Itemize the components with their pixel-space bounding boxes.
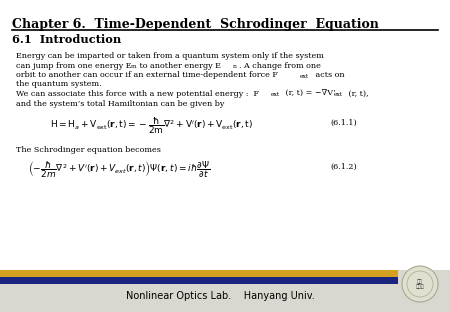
Text: (r, t) = −∇V’: (r, t) = −∇V’: [283, 90, 336, 98]
Text: $\mathrm{H = H_{\mathit{a}} + V_{ext}(\mathbf{r},t) = -\dfrac{\hbar}{2m}\nabla^2: $\mathrm{H = H_{\mathit{a}} + V_{ext}(\m…: [50, 115, 253, 136]
Text: n: n: [233, 64, 237, 69]
Text: orbit to another can occur if an external time-dependent force F: orbit to another can occur if an externa…: [16, 71, 278, 79]
Text: We can associate this force with a new potential energy :  F: We can associate this force with a new p…: [16, 90, 259, 98]
Bar: [0, 0, 450, 270]
Text: (6.1.1): (6.1.1): [330, 119, 357, 126]
Text: m: m: [131, 64, 137, 69]
Bar: [0, 270, 398, 277]
Text: The Schrodinger equation becomes: The Schrodinger equation becomes: [16, 145, 161, 154]
Text: . A change from one: . A change from one: [239, 61, 321, 70]
Text: $\left(-\dfrac{\hbar}{2m}\nabla^2 + V^{\prime}(\mathbf{r}) + V_{ext}(\mathbf{r},: $\left(-\dfrac{\hbar}{2m}\nabla^2 + V^{\…: [28, 159, 210, 180]
Text: and the system’s total Hamiltonian can be given by: and the system’s total Hamiltonian can b…: [16, 100, 225, 108]
Bar: [0, 270, 450, 312]
Circle shape: [402, 266, 438, 302]
Text: ext: ext: [300, 74, 309, 79]
Text: 한양
대학교: 한양 대학교: [416, 279, 424, 290]
Text: the quantum system.: the quantum system.: [16, 80, 102, 89]
Text: (r, t),: (r, t),: [346, 90, 369, 98]
Bar: [0, 277, 398, 284]
Text: Nonlinear Optics Lab.    Hanyang Univ.: Nonlinear Optics Lab. Hanyang Univ.: [126, 291, 315, 301]
Text: ext: ext: [271, 92, 280, 97]
Text: 6.1  Introduction: 6.1 Introduction: [12, 34, 121, 45]
Text: can jump from one energy E: can jump from one energy E: [16, 61, 131, 70]
Text: to another energy E: to another energy E: [137, 61, 221, 70]
Text: Chapter 6.  Time-Dependent  Schrodinger  Equation: Chapter 6. Time-Dependent Schrodinger Eq…: [12, 18, 379, 31]
Text: Energy can be imparted or taken from a quantum system only if the system: Energy can be imparted or taken from a q…: [16, 52, 324, 60]
Text: ext: ext: [334, 92, 343, 97]
Text: acts on: acts on: [313, 71, 345, 79]
Text: (6.1.2): (6.1.2): [330, 163, 357, 170]
